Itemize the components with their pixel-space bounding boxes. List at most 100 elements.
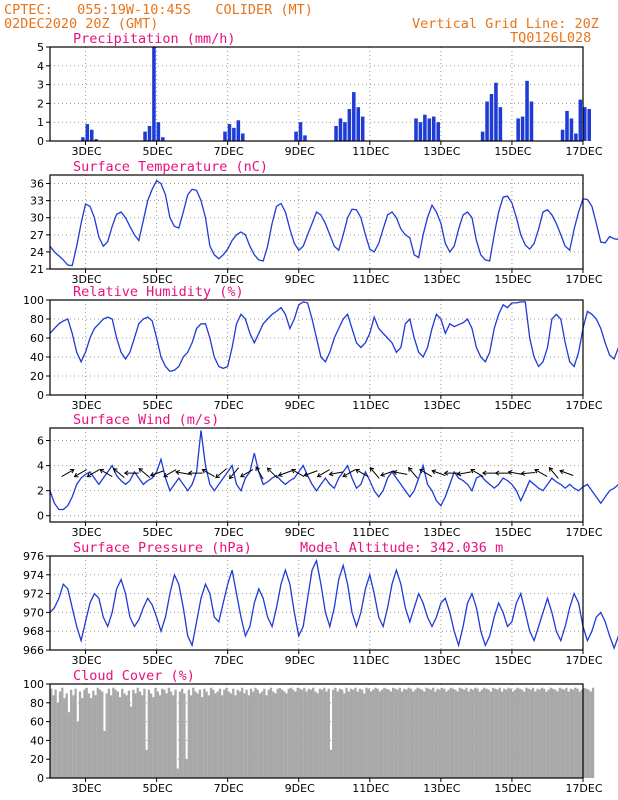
wind-arrow bbox=[470, 469, 484, 478]
cloud-bar bbox=[225, 687, 228, 778]
cloud-bar bbox=[201, 697, 204, 778]
cloud-bar bbox=[396, 689, 399, 778]
cloud-bar bbox=[229, 693, 233, 778]
cloud-bar bbox=[414, 689, 417, 778]
precip-xtick-label: 15DEC bbox=[494, 145, 531, 158]
cloud-bar bbox=[178, 691, 182, 778]
wind-arrow bbox=[342, 469, 356, 478]
cloud-bar bbox=[283, 691, 286, 778]
cloud-bar bbox=[67, 712, 71, 778]
cloud-bar bbox=[329, 749, 333, 778]
wind-arrow-head bbox=[149, 472, 155, 477]
wind-arrow bbox=[229, 467, 239, 479]
precip-bar bbox=[436, 122, 440, 141]
cloud-bar bbox=[205, 691, 208, 778]
cloud-bar bbox=[327, 688, 330, 778]
temp-ytick-label: 27 bbox=[30, 229, 44, 242]
rh-title: Relative Humidity (%) bbox=[73, 284, 244, 300]
temp-xtick-label: 15DEC bbox=[494, 273, 531, 286]
pressure-title: Surface Pressure (hPa) bbox=[73, 540, 252, 556]
wind-arrow-head bbox=[123, 470, 129, 476]
cloud-bar bbox=[107, 688, 111, 778]
wind-arrow-head bbox=[559, 469, 565, 475]
cloud-bar bbox=[307, 688, 310, 778]
wind-arrow-head bbox=[69, 468, 75, 474]
temp-ytick-label: 33 bbox=[30, 195, 44, 208]
cloud-bar bbox=[560, 688, 564, 778]
wind-arrow-head bbox=[355, 468, 360, 474]
cloud-bar bbox=[483, 687, 486, 778]
cloud-bar bbox=[305, 691, 308, 778]
cloud-bar bbox=[454, 689, 457, 778]
cloud-bar bbox=[363, 693, 366, 778]
wind-arrow-head bbox=[369, 467, 375, 472]
rh-ytick-label: 0 bbox=[37, 389, 44, 402]
precip-ytick-label: 4 bbox=[37, 60, 44, 73]
wind-ytick-label: 0 bbox=[37, 510, 44, 523]
cloud-bar bbox=[189, 695, 193, 778]
cloud-bar bbox=[514, 689, 517, 778]
cloud-bar bbox=[574, 687, 577, 778]
wind-arrow bbox=[380, 470, 395, 476]
precip-bar bbox=[414, 118, 418, 141]
cloud-bar bbox=[587, 689, 590, 778]
cloud-bar bbox=[285, 693, 288, 778]
wind-arrow bbox=[393, 471, 408, 475]
cloud-bar bbox=[352, 689, 355, 778]
cloud-bar bbox=[214, 693, 217, 778]
cloud-bar bbox=[465, 687, 468, 778]
cloud-bar bbox=[121, 688, 124, 778]
wind-arrow bbox=[317, 469, 330, 478]
cloud-bar bbox=[109, 695, 113, 778]
header-grid-note: Vertical Grid Line: 20Z bbox=[412, 16, 599, 32]
cloud-bar bbox=[325, 691, 328, 778]
rh-xtick-label: 5DEC bbox=[143, 399, 173, 412]
cloud-bar bbox=[487, 689, 490, 778]
cloud-bar bbox=[460, 688, 464, 778]
cloud-bar bbox=[529, 689, 533, 778]
wind-arrow-head bbox=[316, 472, 322, 478]
cloud-bar bbox=[83, 689, 86, 778]
cloud-bar bbox=[187, 689, 191, 778]
wind-arrow-head bbox=[73, 472, 79, 478]
wind-arrow bbox=[521, 472, 536, 475]
cloud-bar bbox=[274, 693, 277, 778]
precip-bar bbox=[360, 116, 365, 141]
cloud-bar bbox=[345, 687, 348, 778]
precip-bar bbox=[529, 101, 534, 141]
precip-bar bbox=[427, 118, 432, 141]
cloud-bar bbox=[238, 691, 242, 778]
precip-xtick-label: 5DEC bbox=[143, 145, 173, 158]
cloud-bar bbox=[89, 698, 93, 778]
cloud-bar bbox=[249, 688, 253, 778]
header-station: CPTEC: 055:19W-10:45S COLIDER (MT) bbox=[4, 2, 313, 18]
cloud-bar bbox=[61, 687, 64, 778]
precip-bar bbox=[81, 137, 85, 141]
cloud-bar bbox=[394, 688, 397, 778]
cloud-bar bbox=[585, 688, 588, 778]
cloud-bar bbox=[114, 689, 117, 778]
rh-xtick-label: 13DEC bbox=[423, 399, 460, 412]
rh-ytick-label: 100 bbox=[23, 294, 44, 307]
cloud-bar bbox=[181, 688, 184, 778]
cloud-bar bbox=[260, 691, 264, 778]
cloud-bar bbox=[105, 693, 108, 778]
cloud-bar bbox=[405, 689, 408, 778]
cloud-bar bbox=[547, 689, 550, 778]
pressure-ytick-label: 968 bbox=[23, 625, 44, 638]
precip-bar bbox=[240, 133, 245, 141]
cloud-xtick-label: 7DEC bbox=[214, 782, 244, 795]
wind-panel: Surface Wind (m/s) 0 2 4 6 3DEC 5DEC 7DEC 9DEC 11… bbox=[37, 412, 618, 539]
wind-arrow-head bbox=[303, 472, 309, 477]
wind-arrow-head bbox=[255, 466, 260, 472]
precip-bar bbox=[498, 107, 503, 141]
cloud-bar bbox=[232, 688, 235, 778]
pressure-series-line bbox=[49, 558, 618, 650]
wind-arrow-head bbox=[201, 468, 207, 474]
cloud-bar bbox=[451, 688, 455, 778]
cloud-bar bbox=[416, 687, 419, 778]
cloud-bar bbox=[256, 689, 259, 778]
cloud-bar bbox=[376, 688, 379, 778]
cloud-bar bbox=[543, 688, 546, 778]
cloud-bar bbox=[467, 691, 470, 778]
